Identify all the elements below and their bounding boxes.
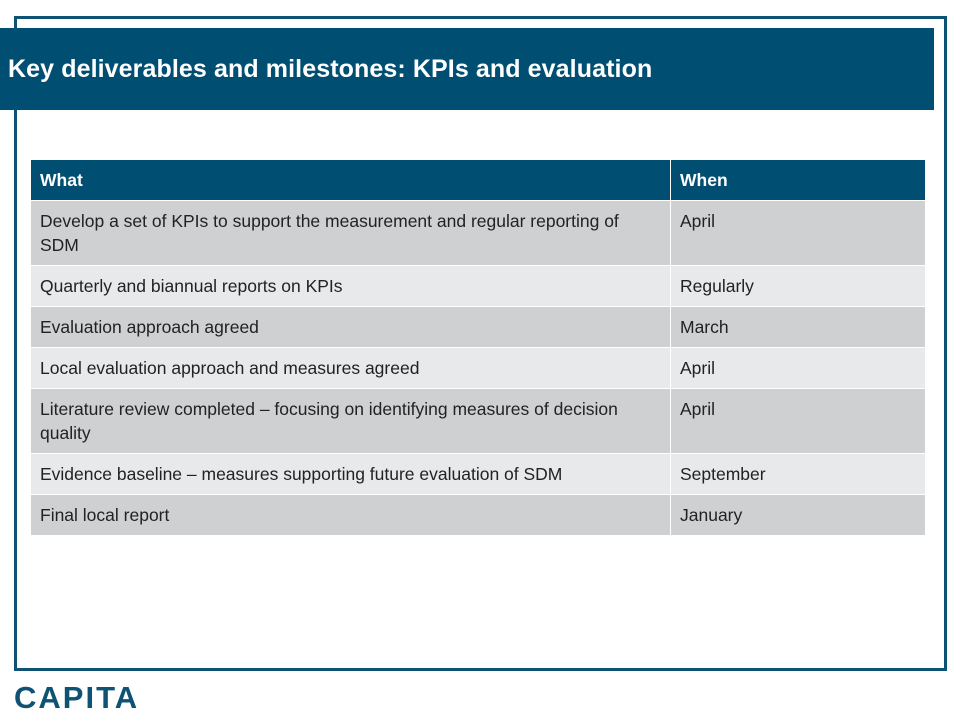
table-row: Final local report January xyxy=(31,495,925,536)
table-row: Quarterly and biannual reports on KPIs R… xyxy=(31,266,925,307)
cell-what: Evidence baseline – measures supporting … xyxy=(31,454,670,495)
slide-title: Key deliverables and milestones: KPIs an… xyxy=(8,54,653,83)
title-bar: Key deliverables and milestones: KPIs an… xyxy=(0,28,934,110)
table-header-row: What When xyxy=(31,160,925,201)
cell-when: Regularly xyxy=(670,266,925,307)
table-row: Literature review completed – focusing o… xyxy=(31,389,925,454)
cell-when: January xyxy=(670,495,925,536)
cell-what: Literature review completed – focusing o… xyxy=(31,389,670,454)
cell-what: Local evaluation approach and measures a… xyxy=(31,348,670,389)
cell-what: Final local report xyxy=(31,495,670,536)
deliverables-table: What When Develop a set of KPIs to suppo… xyxy=(31,160,925,536)
table-row: Develop a set of KPIs to support the mea… xyxy=(31,201,925,266)
cell-when: April xyxy=(670,348,925,389)
cell-when: April xyxy=(670,389,925,454)
cell-when: April xyxy=(670,201,925,266)
table-row: Evaluation approach agreed March xyxy=(31,307,925,348)
capita-logo: CAPITA xyxy=(14,680,140,715)
header-what: What xyxy=(31,160,670,201)
table-row: Evidence baseline – measures supporting … xyxy=(31,454,925,495)
header-when: When xyxy=(670,160,925,201)
cell-what: Quarterly and biannual reports on KPIs xyxy=(31,266,670,307)
slide-frame xyxy=(14,16,947,671)
cell-what: Evaluation approach agreed xyxy=(31,307,670,348)
cell-what: Develop a set of KPIs to support the mea… xyxy=(31,201,670,266)
cell-when: March xyxy=(670,307,925,348)
cell-when: September xyxy=(670,454,925,495)
table-row: Local evaluation approach and measures a… xyxy=(31,348,925,389)
